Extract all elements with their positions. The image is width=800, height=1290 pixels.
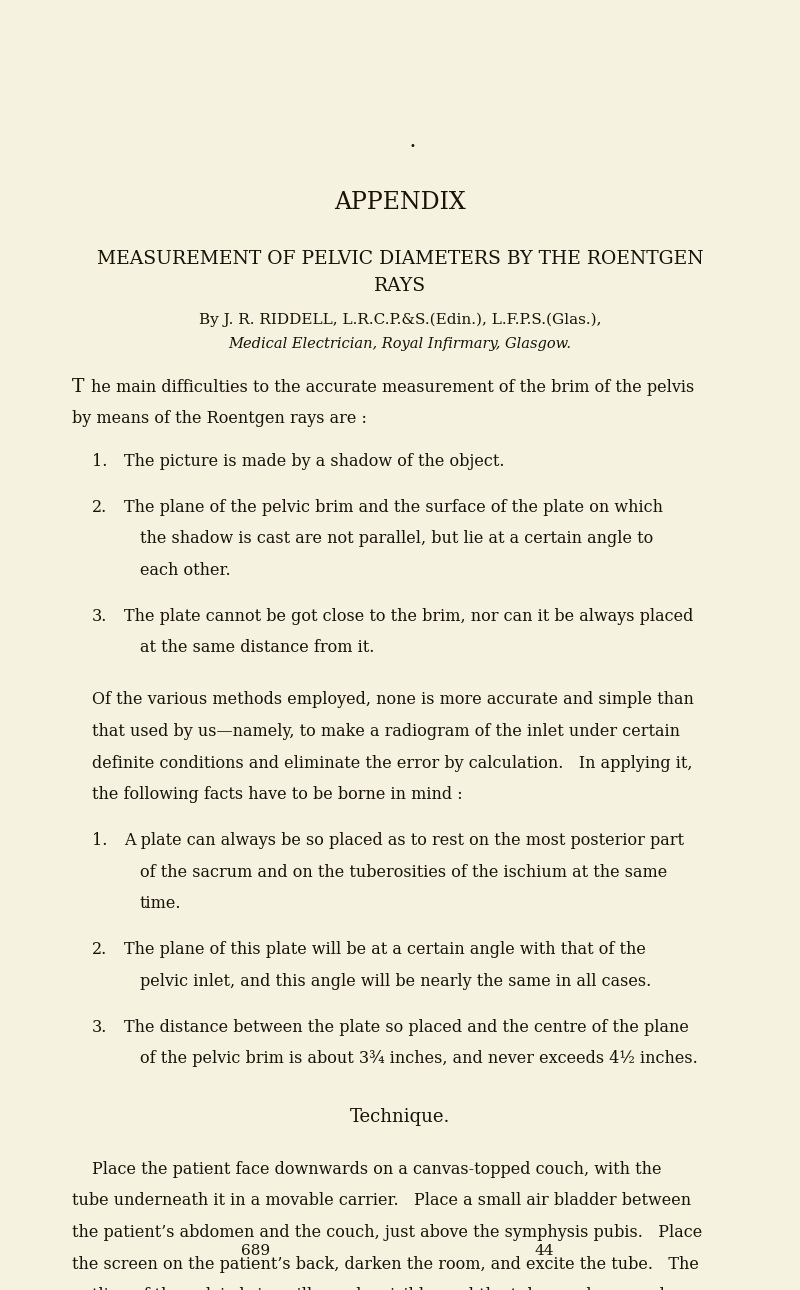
Text: RAYS: RAYS	[374, 277, 426, 295]
Text: of the sacrum and on the tuberosities of the ischium at the same: of the sacrum and on the tuberosities of…	[140, 863, 667, 881]
Text: 3.: 3.	[92, 608, 107, 624]
Text: The plane of the pelvic brim and the surface of the plate on which: The plane of the pelvic brim and the sur…	[124, 499, 663, 516]
Text: the patient’s abdomen and the couch, just above the symphysis pubis.   Place: the patient’s abdomen and the couch, jus…	[72, 1224, 702, 1241]
Text: 689: 689	[242, 1245, 270, 1258]
Text: that used by us—namely, to make a radiogram of the inlet under certain: that used by us—namely, to make a radiog…	[92, 722, 680, 740]
Text: 2.: 2.	[92, 499, 107, 516]
Text: at the same distance from it.: at the same distance from it.	[140, 640, 374, 657]
Text: The picture is made by a shadow of the object.: The picture is made by a shadow of the o…	[124, 453, 505, 470]
Text: of the pelvic brim is about 3¾ inches, and never exceeds 4½ inches.: of the pelvic brim is about 3¾ inches, a…	[140, 1050, 698, 1067]
Text: Medical Electrician, Royal Infirmary, Glasgow.: Medical Electrician, Royal Infirmary, Gl…	[229, 338, 571, 351]
Text: 44: 44	[534, 1245, 554, 1258]
Text: The plane of this plate will be at a certain angle with that of the: The plane of this plate will be at a cer…	[124, 942, 646, 958]
Text: each other.: each other.	[140, 562, 230, 579]
Text: pelvic inlet, and this angle will be nearly the same in all cases.: pelvic inlet, and this angle will be nea…	[140, 973, 651, 989]
Text: time.: time.	[140, 895, 182, 912]
Text: MEASUREMENT OF PELVIC DIAMETERS BY THE ROENTGEN: MEASUREMENT OF PELVIC DIAMETERS BY THE R…	[97, 250, 703, 268]
Text: •: •	[409, 141, 415, 151]
Text: the screen on the patient’s back, darken the room, and excite the tube.   The: the screen on the patient’s back, darken…	[72, 1255, 699, 1272]
Text: Of the various methods employed, none is more accurate and simple than: Of the various methods employed, none is…	[92, 691, 694, 708]
Text: outline of the pelvic brim will now be visible, and the tube can be moved: outline of the pelvic brim will now be v…	[72, 1287, 665, 1290]
Text: the following facts have to be borne in mind :: the following facts have to be borne in …	[92, 786, 462, 804]
Text: 1.: 1.	[92, 832, 107, 849]
Text: he main difficulties to the accurate measurement of the brim of the pelvis: he main difficulties to the accurate mea…	[91, 378, 694, 396]
Text: Technique.: Technique.	[350, 1108, 450, 1126]
Text: 3.: 3.	[92, 1019, 107, 1036]
Text: By J. R. RIDDELL, L.R.C.P.&S.(Edin.), L.F.P.S.(Glas.),: By J. R. RIDDELL, L.R.C.P.&S.(Edin.), L.…	[198, 312, 602, 328]
Text: definite conditions and eliminate the error by calculation.   In applying it,: definite conditions and eliminate the er…	[92, 755, 693, 771]
Text: by means of the Roentgen rays are :: by means of the Roentgen rays are :	[72, 410, 367, 427]
Text: The plate cannot be got close to the brim, nor can it be always placed: The plate cannot be got close to the bri…	[124, 608, 694, 624]
Text: the shadow is cast are not parallel, but lie at a certain angle to: the shadow is cast are not parallel, but…	[140, 530, 654, 547]
Text: tube underneath it in a movable carrier.   Place a small air bladder between: tube underneath it in a movable carrier.…	[72, 1192, 691, 1209]
Text: 2.: 2.	[92, 942, 107, 958]
Text: The distance between the plate so placed and the centre of the plane: The distance between the plate so placed…	[124, 1019, 689, 1036]
Text: Place the patient face downwards on a canvas-topped couch, with the: Place the patient face downwards on a ca…	[92, 1161, 662, 1178]
Text: APPENDIX: APPENDIX	[334, 191, 466, 214]
Text: 1.: 1.	[92, 453, 107, 470]
Text: T: T	[72, 378, 84, 396]
Text: A plate can always be so placed as to rest on the most posterior part: A plate can always be so placed as to re…	[124, 832, 684, 849]
